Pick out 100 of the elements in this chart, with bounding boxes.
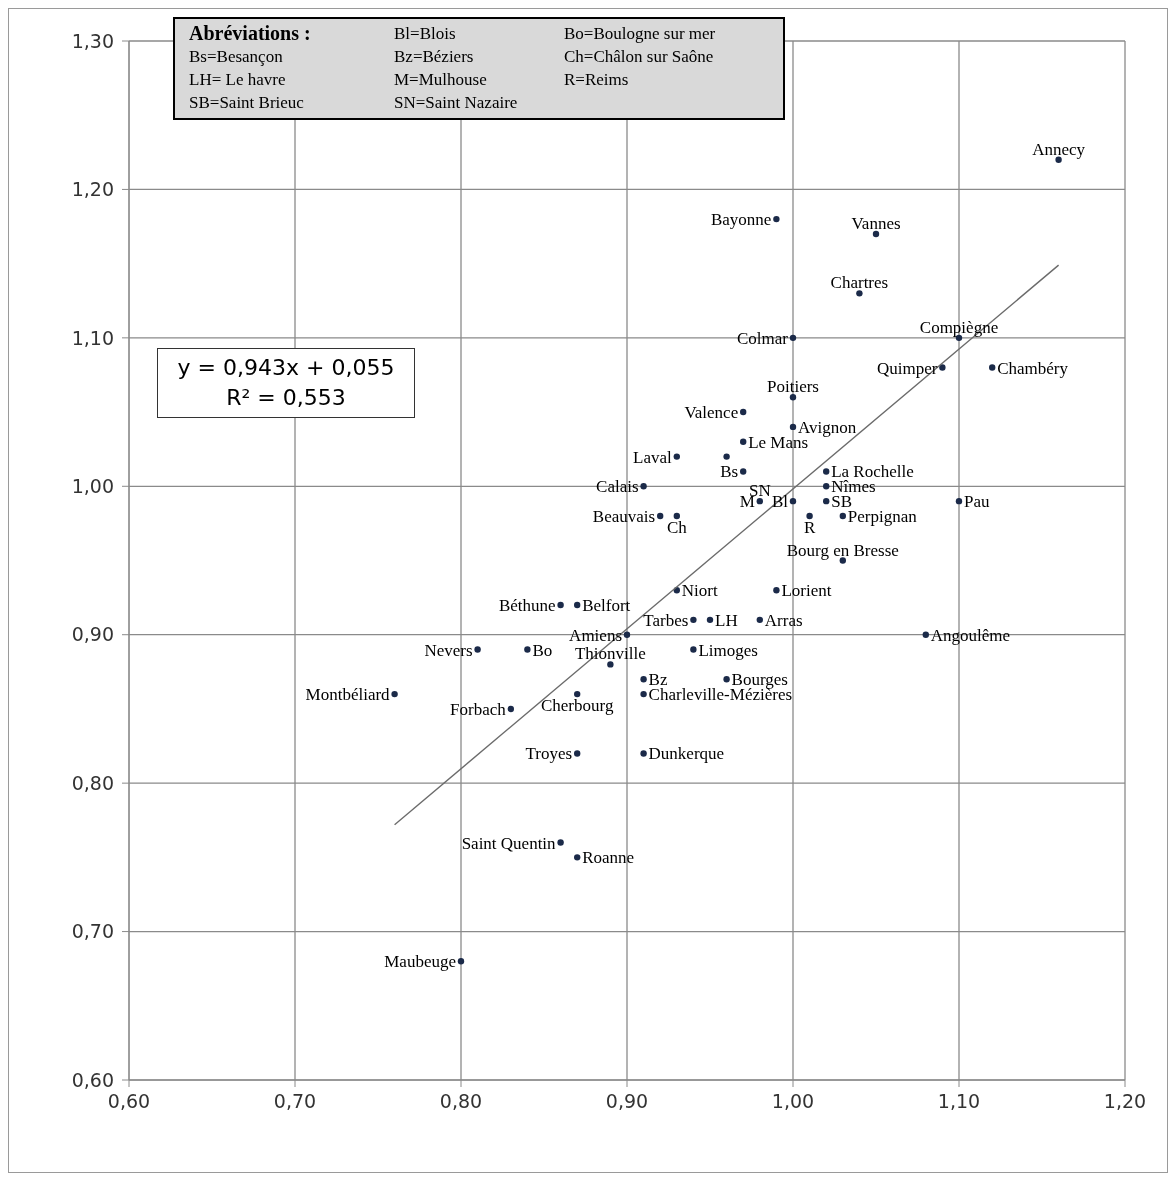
annotation: Lorient [781, 581, 832, 601]
point [657, 512, 664, 520]
point [789, 423, 797, 431]
point [574, 750, 581, 757]
point [391, 690, 398, 698]
annotation: Thionville [574, 644, 646, 664]
point [806, 512, 813, 520]
annotation: R [803, 518, 816, 538]
point [623, 631, 631, 638]
x-tick-label: 1,00 [771, 1090, 815, 1113]
annotation: Compiègne [919, 317, 999, 337]
annotation: LH [715, 610, 738, 630]
point [574, 854, 581, 861]
point [640, 676, 647, 683]
annotation: Chartres [830, 273, 889, 293]
annotation: SB=Saint Brieuc [189, 92, 305, 114]
annotation: Bo=Boulogne sur mer [564, 23, 717, 45]
annotation: Bourges [731, 670, 788, 690]
point [823, 468, 830, 475]
annotation: Pau [964, 492, 990, 512]
point [673, 453, 680, 460]
annotation: Bl [771, 492, 789, 512]
annotation: Ch [666, 518, 688, 538]
point [640, 690, 647, 698]
x-tick-label: 1,20 [1103, 1090, 1147, 1113]
point [640, 483, 647, 490]
point [839, 557, 846, 564]
annotation: Beauvais [592, 507, 656, 527]
annotation: Angoulême [930, 625, 1011, 645]
annotation: Dunkerque [648, 744, 725, 764]
point [723, 453, 730, 460]
annotation: Tarbes [643, 610, 689, 630]
x-tick-label: 0,70 [273, 1090, 317, 1113]
annotation: Troyes [525, 744, 573, 764]
annotation: Bs [720, 462, 739, 482]
point [872, 230, 880, 238]
point [574, 601, 581, 609]
annotation: Belfort [582, 596, 631, 616]
point [823, 497, 830, 505]
annotation: Bs=Besançon [189, 46, 284, 68]
point [856, 290, 863, 297]
annotation: Niort [681, 581, 718, 601]
point [557, 839, 564, 846]
y-tick-label: 0,60 [71, 1068, 114, 1091]
point [690, 646, 697, 653]
annotation: Ch=Châlon sur Saône [564, 46, 715, 68]
y-tick-label: 1,10 [71, 326, 114, 349]
annotation: LH= Le havre [189, 69, 287, 91]
annotation: M=Mulhouse [394, 69, 488, 91]
annotation: Limoges [698, 640, 758, 660]
point [789, 394, 797, 401]
annotation: Cherbourg [541, 696, 614, 716]
point [939, 364, 946, 371]
point [557, 601, 564, 609]
annotation: Vannes [851, 213, 901, 233]
annotation: Quimper [876, 358, 938, 378]
annotation: Bourg en Bresse [786, 540, 899, 560]
annotation: Bl=Blois [394, 23, 457, 45]
point [673, 512, 680, 520]
point [773, 215, 780, 223]
annotation: Annecy [1032, 139, 1086, 159]
y-tick-label: 0,80 [71, 771, 114, 794]
point [690, 616, 697, 624]
point [607, 661, 614, 668]
point [789, 334, 797, 342]
point [839, 512, 846, 520]
point [740, 438, 747, 445]
annotation: Laval [633, 447, 673, 467]
equation-box: y = 0,943x + 0,055 R² = 0,553 [157, 348, 415, 418]
point [740, 468, 747, 475]
annotation: Chambéry [997, 358, 1069, 378]
x-tick-label: 0,60 [107, 1090, 151, 1113]
annotation: Nevers [424, 640, 473, 660]
point [740, 408, 747, 416]
y-tick-label: 1,30 [71, 29, 114, 52]
annotation: Colmar [737, 328, 789, 348]
y-tick-label: 1,00 [71, 475, 114, 498]
annotation: R=Reims [564, 69, 630, 91]
point [524, 646, 531, 653]
point [457, 958, 465, 965]
annotation: Abréviations : [189, 22, 312, 45]
annotation: Saint Quentin [461, 833, 557, 853]
point [706, 616, 714, 624]
annotation: y = 0,943x + 0,055 [176, 354, 396, 382]
annotation: Forbach [450, 699, 507, 719]
point [955, 497, 963, 505]
annotation: SN=Saint Nazaire [394, 92, 519, 114]
annotation: Valence [684, 403, 739, 423]
point [989, 364, 996, 371]
point [507, 705, 514, 713]
point [756, 497, 763, 505]
annotation: Roanne [582, 848, 635, 868]
annotation: Amiens [569, 625, 622, 645]
annotation: Bo [532, 640, 553, 660]
y-tick-label: 0,90 [71, 623, 114, 646]
x-tick-label: 0,80 [439, 1090, 483, 1113]
point [723, 676, 730, 683]
annotation: Poitiers [767, 377, 819, 397]
point [574, 690, 581, 698]
y-tick-label: 0,70 [71, 920, 114, 943]
